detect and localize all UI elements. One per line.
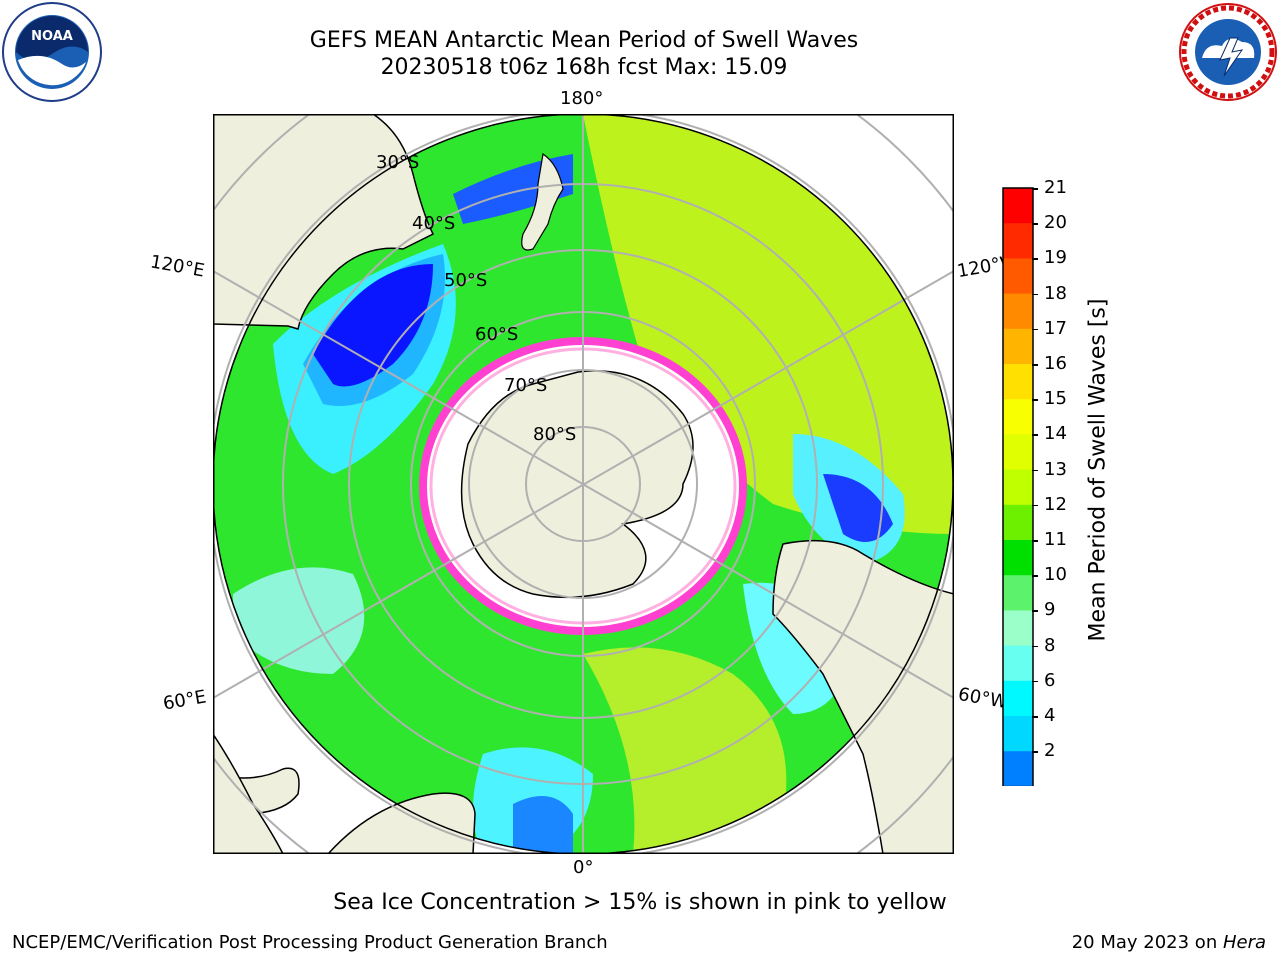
lat-label-80s: 80°S bbox=[533, 424, 577, 445]
colorbar-tick-mark bbox=[1032, 469, 1038, 472]
colorbar-tick-mark bbox=[1032, 540, 1038, 542]
colorbar-tick-mark bbox=[1032, 258, 1038, 260]
colorbar-tick-label: 2 bbox=[1044, 740, 1056, 762]
colorbar-tick-label: 8 bbox=[1044, 634, 1056, 656]
lat-label-40s: 40°S bbox=[412, 213, 456, 234]
colorbar-tick-mark bbox=[1032, 504, 1038, 507]
colorbar-tick-mark bbox=[1032, 399, 1038, 401]
lat-label-50s: 50°S bbox=[444, 270, 488, 291]
colorbar-segment bbox=[1003, 223, 1033, 259]
colorbar-segment bbox=[1003, 610, 1033, 647]
lon-label-180: 180° bbox=[560, 88, 604, 109]
colorbar bbox=[1002, 186, 1042, 816]
lat-label-60s: 60°S bbox=[475, 324, 519, 345]
credit-left: NCEP/EMC/Verification Post Processing Pr… bbox=[12, 932, 608, 953]
noaa-logo: NOAA bbox=[2, 2, 102, 102]
colorbar-tick-mark bbox=[1032, 680, 1038, 683]
colorbar-segment bbox=[1003, 434, 1033, 471]
colorbar-tick-label: 4 bbox=[1044, 705, 1056, 726]
credit-right: 20 May 2023 on Hera bbox=[1072, 932, 1266, 953]
nws-logo bbox=[1176, 2, 1280, 102]
colorbar-tick-label: 18 bbox=[1044, 282, 1067, 304]
colorbar-segment bbox=[1003, 188, 1033, 224]
colorbar-tick-mark bbox=[1032, 328, 1038, 331]
polar-map bbox=[122, 23, 1044, 945]
colorbar-segment bbox=[1003, 364, 1033, 400]
chart-subtitle: 20230518 t06z 168h fcst Max: 15.09 bbox=[380, 55, 788, 80]
colorbar-tick-mark bbox=[1032, 716, 1038, 718]
lon-label-0: 0° bbox=[573, 857, 594, 878]
colorbar-segment bbox=[1003, 293, 1033, 330]
colorbar-tick-label: 15 bbox=[1044, 388, 1067, 410]
colorbar-tick-label: 10 bbox=[1044, 564, 1067, 586]
lat-label-70s: 70°S bbox=[504, 375, 548, 396]
sea-ice-note: Sea Ice Concentration > 15% is shown in … bbox=[333, 890, 947, 915]
colorbar-tick-label: 11 bbox=[1044, 529, 1067, 550]
colorbar-segment bbox=[1003, 469, 1033, 506]
colorbar-tick-mark bbox=[1032, 364, 1038, 366]
colorbar-tick-label: 17 bbox=[1044, 317, 1067, 339]
lon-label-120e: 120°E bbox=[148, 251, 207, 282]
credit-date: 20 May 2023 on bbox=[1071, 932, 1223, 953]
colorbar-tick-mark bbox=[1032, 188, 1038, 190]
colorbar-segment bbox=[1003, 716, 1033, 752]
new-zealand-land bbox=[521, 152, 564, 251]
colorbar-tick-mark bbox=[1032, 434, 1038, 436]
colorbar-tick-mark bbox=[1032, 293, 1038, 296]
colorbar-ticks: 21 20 19 18 17 16 15 14 13 12 11 10 9 8 6 4 2 bbox=[1032, 177, 1090, 786]
colorbar-tick-label: 14 bbox=[1044, 423, 1067, 445]
colorbar-tick-label: 16 bbox=[1044, 353, 1067, 374]
noaa-logo-text: NOAA bbox=[31, 29, 73, 44]
colorbar-segment bbox=[1003, 751, 1033, 787]
colorbar-tick-label: 19 bbox=[1044, 247, 1067, 269]
colorbar-segment bbox=[1003, 575, 1033, 611]
colorbar-segment bbox=[1003, 645, 1033, 682]
colorbar-tick-label: 6 bbox=[1044, 669, 1056, 691]
colorbar-segment bbox=[1003, 504, 1033, 541]
colorbar-tick-label: 20 bbox=[1044, 212, 1067, 234]
colorbar-tick-label: 9 bbox=[1044, 599, 1056, 621]
colorbar-tick-label: 12 bbox=[1044, 493, 1067, 515]
colorbar-label: Mean Period of Swell Waves [s] bbox=[1085, 298, 1111, 642]
antarctica-land bbox=[460, 370, 694, 599]
colorbar-tick-mark bbox=[1032, 223, 1038, 225]
colorbar-segment bbox=[1003, 399, 1033, 435]
colorbar-segment bbox=[1003, 258, 1033, 295]
colorbar-tick-mark bbox=[1032, 645, 1038, 648]
colorbar-segment bbox=[1003, 328, 1033, 365]
colorbar-tick-mark bbox=[1032, 575, 1038, 577]
colorbar-tick-label: 13 bbox=[1044, 458, 1067, 480]
credit-host: Hera bbox=[1222, 932, 1266, 953]
lat-label-30s: 30°S bbox=[376, 152, 420, 173]
colorbar-tick-label: 21 bbox=[1044, 177, 1067, 198]
colorbar-tick-mark bbox=[1032, 610, 1038, 612]
colorbar-segment bbox=[1003, 540, 1033, 576]
colorbar-segment bbox=[1003, 680, 1033, 717]
colorbar-tick-mark bbox=[1032, 751, 1038, 753]
chart-title: GEFS MEAN Antarctic Mean Period of Swell… bbox=[309, 28, 859, 53]
lon-label-60e: 60°E bbox=[161, 686, 208, 715]
